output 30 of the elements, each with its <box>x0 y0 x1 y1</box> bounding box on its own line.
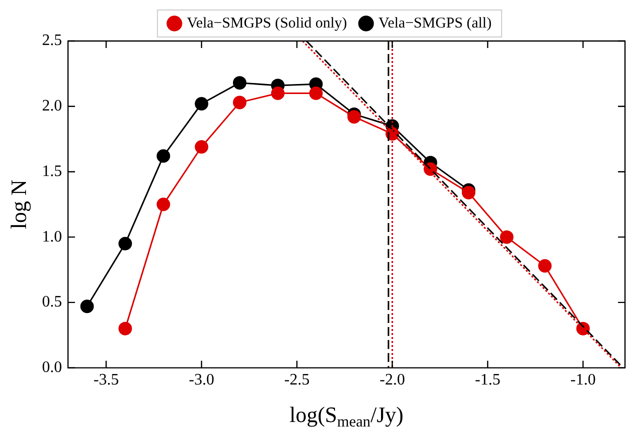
point <box>80 300 94 314</box>
legend-label: Vela−SMGPS (all) <box>378 15 492 32</box>
point <box>194 96 208 110</box>
x-tick-label: -3.5 <box>93 372 119 389</box>
y-tick-label: 2.0 <box>42 98 62 115</box>
point <box>156 149 170 163</box>
y-tick-label: 2.5 <box>42 32 62 50</box>
point <box>500 230 514 244</box>
point <box>462 186 476 200</box>
point <box>156 198 170 212</box>
point <box>118 322 132 336</box>
x-tick-label: -2.0 <box>380 372 405 389</box>
point <box>271 86 285 100</box>
y-tick-label: 0.5 <box>42 294 62 311</box>
point <box>232 96 246 110</box>
y-tick-label: 1.5 <box>42 162 62 180</box>
x-tick-label: -2.5 <box>284 372 310 389</box>
x-tick-label: -1.5 <box>474 372 500 389</box>
point <box>194 140 208 154</box>
point <box>118 236 132 250</box>
y-tick-label: 0.0 <box>42 359 62 376</box>
y-axis-title: log N <box>6 180 31 230</box>
y-tick-label: 1.0 <box>42 228 62 246</box>
x-tick-label: -3.0 <box>188 372 214 389</box>
point <box>232 76 246 90</box>
legend-label: Vela−SMGPS (Solid only) <box>186 15 348 32</box>
point <box>309 86 323 100</box>
point <box>538 259 552 273</box>
x-tick-label: -1.0 <box>570 372 596 389</box>
point <box>347 110 361 124</box>
